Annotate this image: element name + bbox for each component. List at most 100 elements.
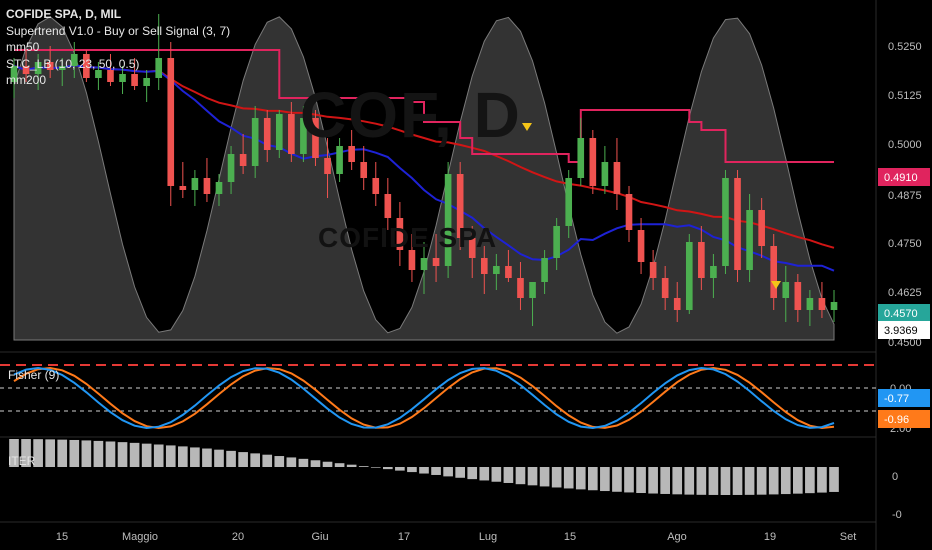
- iter-bar: [660, 467, 670, 494]
- iter-bar: [141, 443, 152, 467]
- indicator-legend: COFIDE SPA, D, MIL Supertrend V1.0 - Buy…: [6, 6, 230, 89]
- price-tick-label: 0.4875: [888, 190, 922, 202]
- iter-bar: [57, 439, 68, 467]
- sell-signal-marker: [522, 123, 532, 131]
- iter-bar: [551, 467, 562, 488]
- candle: [553, 218, 560, 270]
- trigger-value-badge-bg: [878, 410, 930, 428]
- candle-body: [263, 118, 271, 150]
- time-axis-label: 20: [232, 531, 244, 543]
- candle: [83, 50, 90, 82]
- legend-stc[interactable]: STC_LB (10, 23, 50, 0.5): [6, 56, 140, 71]
- candle: [637, 218, 645, 274]
- iter-bar: [69, 439, 80, 467]
- sell-signal-marker: [771, 281, 781, 289]
- iter-bar: [407, 467, 417, 473]
- candle: [601, 146, 609, 194]
- candle: [758, 198, 765, 258]
- candle: [191, 170, 199, 206]
- candle-body: [625, 194, 633, 230]
- candle: [300, 106, 307, 162]
- iter-pane-label[interactable]: ITER: [8, 454, 36, 468]
- candle: [263, 110, 271, 162]
- iter-bar: [829, 467, 839, 492]
- candle-body: [589, 138, 597, 186]
- candle: [131, 58, 138, 90]
- candle: [685, 234, 693, 314]
- iter-bar: [334, 463, 345, 467]
- candle: [468, 226, 476, 278]
- candle: [396, 202, 404, 266]
- iter-bar: [383, 467, 393, 470]
- fisher-lines-layer: [0, 364, 876, 430]
- iter-bar: [563, 467, 574, 489]
- candle-body: [251, 118, 259, 166]
- iter-bar: [117, 442, 128, 467]
- candle: [22, 50, 30, 82]
- legend-supertrend[interactable]: Supertrend V1.0 - Buy or Sell Signal (3,…: [6, 23, 231, 38]
- candle-body: [155, 58, 163, 78]
- candle: [384, 178, 392, 230]
- candle: [794, 274, 802, 322]
- candle-body: [179, 186, 187, 190]
- candle: [649, 250, 657, 290]
- candle-body: [239, 154, 247, 166]
- price-tick-label: 0.4625: [888, 287, 922, 299]
- watermark-name: COFIDE SPA: [318, 222, 498, 253]
- price-tick-label: 0.5000: [888, 139, 922, 151]
- stc-area-layer: [13, 16, 835, 341]
- time-axis-label: 17: [398, 531, 410, 543]
- legend-mm200[interactable]: mm200: [6, 73, 47, 87]
- candle: [167, 42, 175, 206]
- last-price-badge-text: 0.4570: [884, 308, 918, 320]
- candle-body: [456, 174, 464, 238]
- iter-bar: [286, 457, 297, 467]
- candle: [288, 102, 295, 162]
- candle: [34, 54, 42, 90]
- candle: [107, 54, 114, 86]
- iter-bar: [527, 467, 538, 486]
- candle-body: [275, 114, 283, 150]
- candle-body: [324, 158, 331, 174]
- iter-bar: [539, 467, 550, 487]
- iter-bar: [491, 467, 502, 482]
- candle-body: [794, 282, 802, 310]
- candle-body: [553, 226, 560, 258]
- candle-body: [10, 66, 18, 82]
- candle-body: [58, 66, 66, 70]
- candle: [541, 250, 548, 294]
- candle-body: [710, 266, 717, 278]
- candle-body: [95, 70, 102, 78]
- candle: [830, 290, 838, 322]
- legend-mm50[interactable]: mm50: [6, 40, 40, 54]
- candle: [565, 170, 573, 238]
- iter-bar: [780, 467, 791, 495]
- candle-body: [565, 178, 573, 226]
- candle: [517, 262, 524, 310]
- candle-body: [649, 262, 657, 278]
- candle: [275, 110, 283, 158]
- candle: [119, 66, 126, 94]
- fisher-pane-label[interactable]: Fisher (9): [8, 368, 60, 382]
- stc-value-badge-text: 3.9369: [884, 325, 918, 337]
- iter-bar: [588, 467, 598, 491]
- candle-body: [300, 118, 307, 154]
- time-axis-label: Set: [840, 531, 857, 543]
- iter-tick-label: -0: [892, 509, 902, 521]
- candle: [625, 186, 633, 242]
- symbol-title[interactable]: COFIDE SPA, D, MIL: [6, 7, 122, 21]
- candle: [324, 138, 331, 198]
- candle-body: [493, 266, 500, 274]
- iter-bar: [624, 467, 634, 493]
- mm50-line: [13, 64, 835, 272]
- iter-bar: [370, 467, 381, 468]
- candle: [70, 42, 78, 78]
- candle-body: [517, 278, 524, 298]
- candle-body: [432, 258, 440, 266]
- candle-body: [119, 74, 126, 82]
- candle: [336, 138, 343, 182]
- candle-body: [577, 138, 585, 178]
- candle: [493, 254, 500, 290]
